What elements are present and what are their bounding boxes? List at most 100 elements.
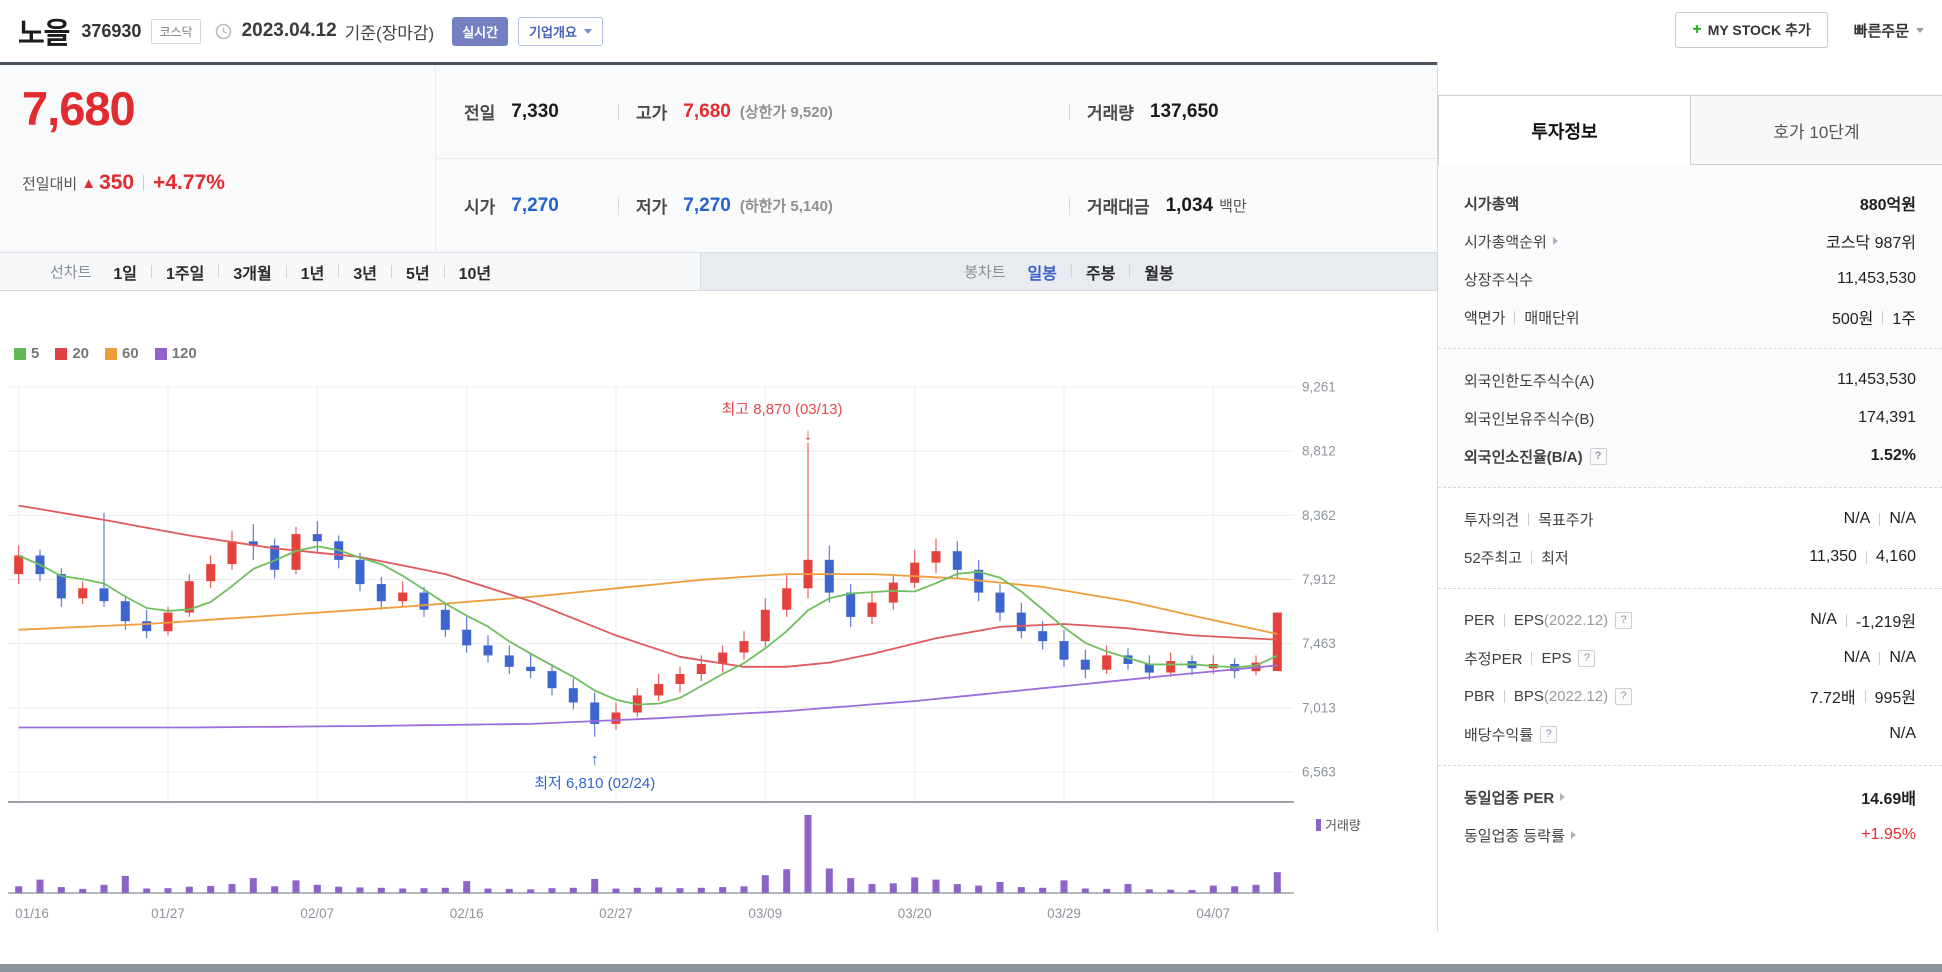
- svg-text:↑: ↑: [590, 750, 599, 769]
- tab-daily-candle[interactable]: 일봉: [1027, 265, 1057, 283]
- day-high-cell: 고가 7,680 (상한가 9,520): [618, 65, 833, 158]
- change-percent: +4.77%: [153, 171, 225, 194]
- divider: [1865, 550, 1867, 564]
- divider: [390, 265, 392, 278]
- quick-order-button[interactable]: 빠른주문: [1854, 20, 1924, 41]
- divider: [1882, 310, 1884, 324]
- arrow-right-icon[interactable]: [1552, 237, 1558, 245]
- line-chart-group-label: 선차트: [50, 264, 92, 281]
- row-industry-per: 동일업종 PER 14.69배: [1464, 789, 1916, 809]
- volume-value: 137,650: [1149, 100, 1219, 122]
- line-chart-tabs: 선차트 1일 1주일 3개월 1년 3년 5년 10년: [0, 253, 700, 290]
- divider: [1069, 102, 1070, 121]
- svg-text:↓: ↓: [804, 425, 813, 444]
- upper-limit: (상한가 9,520): [739, 104, 833, 121]
- company-overview-button[interactable]: 기업개요: [518, 16, 603, 46]
- info-group-valuation: PER EPS (2022.12)? N/A -1,219원 추정PER EPS? N/…: [1438, 589, 1942, 765]
- stock-identity: 노을 376930 코스닥 2023.04.12 기준(장마감) 실시간 기업개…: [18, 10, 603, 52]
- amount-label: 거래대금: [1087, 198, 1150, 217]
- svg-text:7,013: 7,013: [1302, 700, 1336, 715]
- divider: [1070, 265, 1072, 278]
- ma60-label: 60: [122, 345, 139, 362]
- arrow-right-icon[interactable]: [1560, 793, 1566, 801]
- day-high-value: 7,680: [683, 100, 731, 122]
- ma60-swatch-icon: [105, 347, 118, 360]
- tab-10year[interactable]: 10년: [458, 265, 492, 283]
- help-icon[interactable]: ?: [1615, 687, 1633, 705]
- divider: [1531, 550, 1533, 564]
- day-high-label: 고가: [636, 104, 668, 123]
- svg-text:8,812: 8,812: [1302, 444, 1336, 459]
- quote-date-suffix: 기준(장마감): [344, 23, 435, 43]
- row-industry-change: 동일업종 등락률 +1.95%: [1464, 826, 1916, 845]
- volume-label: 거래량: [1087, 104, 1134, 123]
- ma5-label: 5: [31, 345, 40, 362]
- tab-3month[interactable]: 3개월: [233, 265, 272, 283]
- current-price: 7,680: [22, 82, 136, 135]
- info-panel-tabs: 투자정보 호가 10단계: [1438, 95, 1942, 165]
- day-low-cell: 저가 7,270 (하한가 5,140): [618, 159, 833, 252]
- ma120-label: 120: [171, 345, 197, 362]
- tab-1year[interactable]: 1년: [300, 265, 325, 283]
- open-value: 7,270: [511, 194, 559, 216]
- plus-icon: +: [1692, 21, 1702, 38]
- volume-legend-label: 거래량: [1325, 818, 1361, 833]
- header-actions: + MY STOCK 추가 빠른주문: [1675, 12, 1924, 48]
- divider: [618, 102, 619, 121]
- divider: [618, 196, 619, 215]
- chart-section: 5 20 60 120 9,261 8,812 8,362 7,912 7,463 7,0…: [0, 291, 1437, 964]
- row-52week-high-low: 52주최고 최저 11,350 4,160: [1464, 548, 1916, 567]
- divider: [1129, 265, 1131, 278]
- info-group-capital: 시가총액 880억원 시가총액순위 코스닥 987위 상장주식수 11,453,…: [1438, 165, 1942, 348]
- divider: [1845, 613, 1847, 627]
- divider: [151, 265, 153, 278]
- svg-text:01/16: 01/16: [15, 906, 49, 921]
- change-label: 전일대비: [22, 175, 78, 193]
- day-low-value: 7,270: [683, 194, 731, 216]
- ma-legend: 5 20 60 120: [14, 345, 197, 362]
- chart-tabbar: 선차트 1일 1주일 3개월 1년 3년 5년 10년 봉차트 일봉 주봉 월봉: [0, 252, 1437, 291]
- row-dividend-yield: 배당수익률? N/A: [1464, 725, 1916, 744]
- open-cell: 시가 7,270: [464, 159, 559, 252]
- help-icon[interactable]: ?: [1540, 725, 1558, 743]
- svg-text:최저 6,810 (02/24): 최저 6,810 (02/24): [534, 775, 655, 792]
- dashed-divider: [1438, 487, 1942, 488]
- svg-text:03/09: 03/09: [748, 906, 782, 921]
- tab-3year[interactable]: 3년: [353, 265, 377, 283]
- row-listed-shares: 상장주식수 11,453,530: [1464, 270, 1916, 289]
- row-pbr-bps: PBR BPS (2022.12)? 7.72배 995원: [1464, 687, 1916, 707]
- company-overview-label: 기업개요: [529, 24, 577, 40]
- arrow-right-icon[interactable]: [1570, 831, 1576, 839]
- quote-table: 전일 7,330 고가 7,680 (상한가 9,520) 거래량 137,65…: [435, 65, 1438, 252]
- help-icon[interactable]: ?: [1615, 611, 1633, 629]
- my-stock-add-button[interactable]: + MY STOCK 추가: [1675, 12, 1828, 48]
- row-market-cap: 시가총액 880억원: [1464, 195, 1916, 215]
- tab-monthly-candle[interactable]: 월봉: [1144, 265, 1174, 283]
- help-icon[interactable]: ?: [1589, 447, 1607, 465]
- page-header: 노을 376930 코스닥 2023.04.12 기준(장마감) 실시간 기업개…: [0, 0, 1942, 62]
- tab-weekly-candle[interactable]: 주봉: [1085, 265, 1116, 283]
- divider: [1528, 512, 1530, 526]
- up-triangle-icon: ▲: [81, 174, 97, 192]
- chevron-down-icon: [583, 28, 592, 34]
- help-icon[interactable]: ?: [1578, 649, 1596, 667]
- svg-text:7,912: 7,912: [1302, 572, 1336, 587]
- stock-code: 376930: [81, 20, 142, 41]
- realtime-button[interactable]: 실시간: [452, 16, 509, 46]
- divider: [143, 175, 145, 191]
- svg-text:최고 8,870 (03/13): 최고 8,870 (03/13): [722, 401, 843, 418]
- divider: [338, 265, 340, 278]
- divider: [1879, 651, 1881, 665]
- clock-icon: [215, 23, 232, 40]
- dashed-divider: [1438, 765, 1942, 766]
- row-per-eps: PER EPS (2022.12)? N/A -1,219원: [1464, 611, 1916, 631]
- tab-orderbook-10[interactable]: 호가 10단계: [1691, 95, 1942, 165]
- divider: [1879, 512, 1881, 526]
- tab-1week[interactable]: 1주일: [166, 265, 205, 283]
- tab-1day[interactable]: 1일: [113, 265, 138, 283]
- svg-text:03/20: 03/20: [898, 906, 932, 921]
- divider: [1864, 689, 1866, 703]
- tab-5year[interactable]: 5년: [405, 265, 430, 283]
- tab-investment-info[interactable]: 투자정보: [1438, 95, 1691, 165]
